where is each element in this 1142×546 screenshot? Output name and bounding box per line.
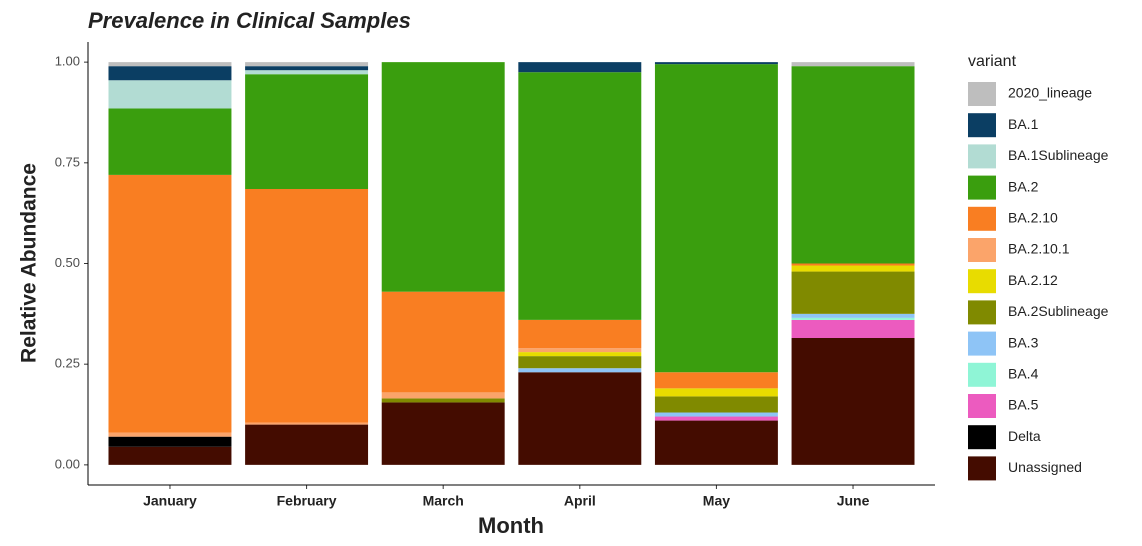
legend-label: BA.5 xyxy=(1008,397,1039,413)
y-tick-label: 0.50 xyxy=(55,255,80,270)
legend-key xyxy=(968,425,996,450)
y-tick-label: 0.25 xyxy=(55,356,80,371)
bar-segment xyxy=(791,265,915,272)
bar-segment xyxy=(108,436,232,447)
x-tick-label: March xyxy=(423,493,464,509)
bar-segment xyxy=(791,271,915,314)
bar-segment xyxy=(518,348,642,353)
bar-segment xyxy=(791,319,915,339)
bar-segment xyxy=(245,74,369,189)
x-axis-label: Month xyxy=(478,513,544,538)
bar-segment xyxy=(108,432,232,437)
legend-label: BA.1Sublineage xyxy=(1008,147,1109,163)
bar-segment xyxy=(245,188,369,423)
bar-segment xyxy=(791,263,915,266)
bar-segment xyxy=(791,313,915,318)
legend-label: BA.3 xyxy=(1008,334,1039,350)
legend-key xyxy=(968,362,996,387)
bar-segment xyxy=(381,398,505,403)
legend-key xyxy=(968,394,996,418)
legend-label: BA.2.10 xyxy=(1008,210,1058,226)
bar-segment xyxy=(108,62,232,67)
bar-segment xyxy=(108,174,232,433)
legend-label: BA.1 xyxy=(1008,116,1039,132)
bar-segment xyxy=(108,80,232,109)
y-axis-label: Relative Abundance xyxy=(18,163,41,363)
y-tick-label: 0.75 xyxy=(55,154,80,169)
bar-segment xyxy=(245,66,369,71)
bar-segment xyxy=(245,70,369,75)
bar-segment xyxy=(518,356,642,369)
bar-segment xyxy=(108,108,232,175)
y-tick-label: 1.00 xyxy=(55,54,80,69)
bar-segment xyxy=(245,424,369,465)
legend-label: BA.2.10.1 xyxy=(1008,241,1070,257)
chart-title: Prevalence in Clinical Samples xyxy=(88,8,411,33)
bar-segment xyxy=(654,416,778,421)
bar-segment xyxy=(108,66,232,81)
bar-segment xyxy=(518,352,642,357)
x-tick-label: January xyxy=(143,493,197,509)
legend-key xyxy=(968,456,996,481)
legend-label: BA.2 xyxy=(1008,178,1039,194)
bar-segment xyxy=(654,388,778,397)
x-tick-label: February xyxy=(277,493,337,509)
x-tick-label: June xyxy=(837,493,870,509)
bar-segment xyxy=(791,66,915,264)
bar-segment xyxy=(791,338,915,465)
legend-label: BA.4 xyxy=(1008,366,1039,382)
legend-key xyxy=(968,113,996,138)
legend-key xyxy=(968,238,996,262)
bar-segment xyxy=(381,62,505,292)
bar-segment xyxy=(518,72,642,320)
bar-segment xyxy=(518,319,642,349)
legend-key xyxy=(968,331,996,356)
bar-segment xyxy=(518,62,642,73)
bar-segment xyxy=(791,317,915,320)
x-tick-label: May xyxy=(703,493,730,509)
bar-segment xyxy=(654,396,778,413)
bar-segment xyxy=(381,402,505,465)
legend-label: Unassigned xyxy=(1008,459,1082,475)
legend-key xyxy=(968,206,996,231)
bar-segment xyxy=(654,372,778,389)
bar-segment xyxy=(791,62,915,67)
legend-title: variant xyxy=(968,53,1017,70)
legend-key xyxy=(968,269,996,294)
bar-segment xyxy=(654,62,778,65)
legend-key xyxy=(968,82,996,106)
legend-key xyxy=(968,175,996,200)
legend-key xyxy=(968,300,996,325)
legend-label: 2020_lineage xyxy=(1008,85,1092,101)
x-tick-label: April xyxy=(564,493,596,509)
legend-label: BA.2Sublineage xyxy=(1008,303,1109,319)
bar-segment xyxy=(518,372,642,465)
bar-segment xyxy=(381,392,505,399)
legend-label: BA.2.12 xyxy=(1008,272,1058,288)
bar-segment xyxy=(654,64,778,373)
y-tick-label: 0.00 xyxy=(55,456,80,471)
bar-segment xyxy=(654,412,778,417)
legend-key xyxy=(968,144,996,169)
bar-segment xyxy=(108,446,232,465)
bar-segment xyxy=(245,422,369,425)
legend-label: Delta xyxy=(1008,428,1041,444)
bar-segment xyxy=(654,420,778,465)
bar-segment xyxy=(381,291,505,393)
bar-segment xyxy=(518,368,642,373)
bar-segment xyxy=(245,62,369,67)
